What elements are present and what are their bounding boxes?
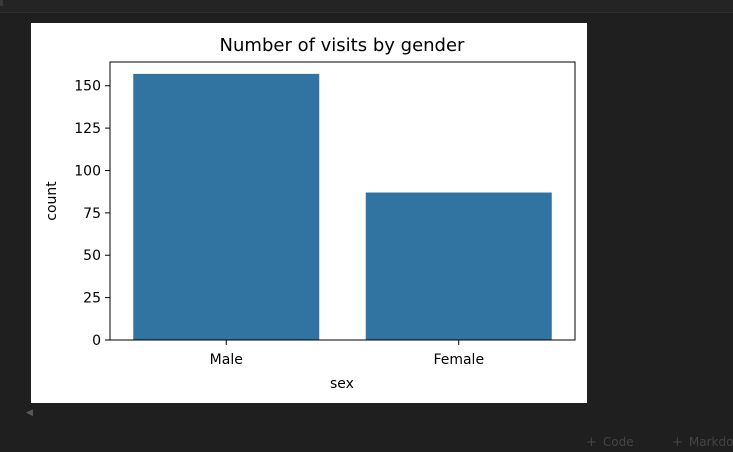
add-code-label: Code xyxy=(602,435,634,449)
x-tick-label: Female xyxy=(433,352,484,368)
x-axis-label: sex xyxy=(330,376,354,392)
bar-female xyxy=(365,192,552,340)
y-tick-label: 50 xyxy=(83,248,101,264)
y-tick-label: 125 xyxy=(74,121,101,137)
y-tick-label: 150 xyxy=(74,79,101,95)
y-tick-label: 100 xyxy=(74,163,101,179)
add-markdown-cell-button[interactable]: + Markdown xyxy=(672,433,733,451)
chart-title: Number of visits by gender xyxy=(220,35,465,56)
chart-figure: Number of visits by gender 0 25 50 75 100 125… xyxy=(31,23,587,403)
plus-icon: + xyxy=(586,434,597,450)
cell-collapse-marker[interactable] xyxy=(0,0,3,6)
x-tick-label: Male xyxy=(210,352,243,368)
y-tick-label: 25 xyxy=(83,291,101,307)
y-tick-label: 0 xyxy=(92,333,101,349)
plot-frame xyxy=(109,61,576,341)
add-markdown-label: Markdown xyxy=(688,435,733,449)
plus-icon: + xyxy=(672,434,683,450)
bar-male xyxy=(133,73,320,341)
add-code-cell-button[interactable]: + Code xyxy=(586,433,656,451)
y-tick-label: 75 xyxy=(83,206,101,222)
y-axis-label: count xyxy=(44,181,60,221)
bar-chart: Number of visits by gender 0 25 50 75 100 125… xyxy=(44,35,576,392)
scroll-left-arrow-icon[interactable]: ◀ xyxy=(26,408,33,418)
cell-top-edge xyxy=(0,0,733,13)
